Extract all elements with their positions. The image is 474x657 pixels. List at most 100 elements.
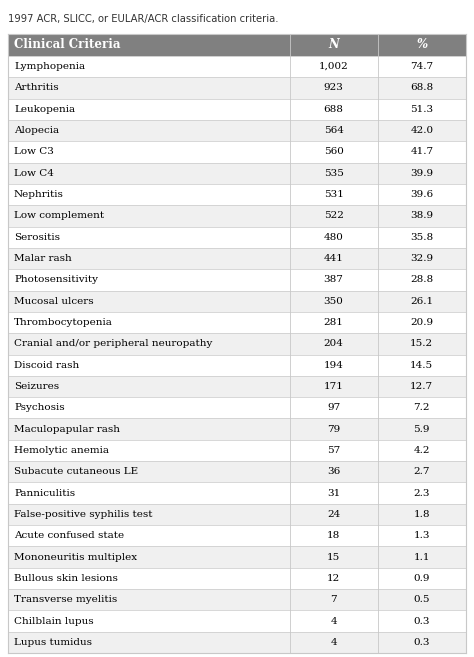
Text: 171: 171 bbox=[324, 382, 344, 391]
Text: Bullous skin lesions: Bullous skin lesions bbox=[14, 574, 118, 583]
Bar bbox=[378, 34, 466, 56]
Text: Alopecia: Alopecia bbox=[14, 126, 59, 135]
Bar bbox=[378, 547, 466, 568]
Text: 1.1: 1.1 bbox=[413, 553, 430, 562]
Bar bbox=[378, 355, 466, 376]
Bar bbox=[290, 568, 378, 589]
Text: 522: 522 bbox=[324, 212, 344, 220]
Text: 387: 387 bbox=[324, 275, 344, 284]
Bar bbox=[378, 312, 466, 333]
Bar bbox=[8, 504, 290, 525]
Bar bbox=[8, 99, 290, 120]
Bar bbox=[290, 397, 378, 419]
Bar bbox=[8, 397, 290, 419]
Bar bbox=[378, 610, 466, 631]
Bar bbox=[8, 269, 290, 290]
Text: 32.9: 32.9 bbox=[410, 254, 433, 263]
Text: Leukopenia: Leukopenia bbox=[14, 105, 75, 114]
Bar bbox=[378, 120, 466, 141]
Text: False-positive syphilis test: False-positive syphilis test bbox=[14, 510, 153, 519]
Bar bbox=[8, 78, 290, 99]
Text: 5.9: 5.9 bbox=[413, 424, 430, 434]
Text: 7.2: 7.2 bbox=[413, 403, 430, 413]
Bar bbox=[8, 547, 290, 568]
Bar bbox=[8, 312, 290, 333]
Text: Low complement: Low complement bbox=[14, 212, 104, 220]
Text: Serositis: Serositis bbox=[14, 233, 60, 242]
Text: 31: 31 bbox=[327, 489, 340, 497]
Text: Arthritis: Arthritis bbox=[14, 83, 59, 93]
Text: Mucosal ulcers: Mucosal ulcers bbox=[14, 297, 94, 306]
Text: 560: 560 bbox=[324, 147, 344, 156]
Text: 18: 18 bbox=[327, 532, 340, 540]
Bar bbox=[8, 120, 290, 141]
Bar bbox=[290, 227, 378, 248]
Bar bbox=[290, 184, 378, 205]
Bar bbox=[290, 355, 378, 376]
Bar bbox=[8, 248, 290, 269]
Bar bbox=[378, 56, 466, 78]
Text: Low C3: Low C3 bbox=[14, 147, 54, 156]
Text: Panniculitis: Panniculitis bbox=[14, 489, 75, 497]
Text: Subacute cutaneous LE: Subacute cutaneous LE bbox=[14, 467, 138, 476]
Text: Clinical Criteria: Clinical Criteria bbox=[14, 39, 120, 51]
Bar bbox=[290, 440, 378, 461]
Bar bbox=[290, 56, 378, 78]
Bar bbox=[8, 227, 290, 248]
Bar bbox=[290, 504, 378, 525]
Bar bbox=[290, 141, 378, 162]
Text: 51.3: 51.3 bbox=[410, 105, 433, 114]
Bar bbox=[378, 141, 466, 162]
Bar bbox=[8, 610, 290, 631]
Bar bbox=[8, 34, 290, 56]
Text: 531: 531 bbox=[324, 190, 344, 199]
Bar bbox=[378, 290, 466, 312]
Bar bbox=[378, 333, 466, 355]
Bar bbox=[290, 99, 378, 120]
Bar bbox=[8, 290, 290, 312]
Text: Chilblain lupus: Chilblain lupus bbox=[14, 616, 94, 625]
Text: 1.8: 1.8 bbox=[413, 510, 430, 519]
Bar bbox=[290, 34, 378, 56]
Text: 1,002: 1,002 bbox=[319, 62, 348, 71]
Bar bbox=[8, 141, 290, 162]
Text: Hemolytic anemia: Hemolytic anemia bbox=[14, 446, 109, 455]
Bar bbox=[378, 205, 466, 227]
Bar bbox=[378, 440, 466, 461]
Text: Transverse myelitis: Transverse myelitis bbox=[14, 595, 117, 604]
Text: N: N bbox=[328, 39, 339, 51]
Bar bbox=[290, 589, 378, 610]
Text: 28.8: 28.8 bbox=[410, 275, 433, 284]
Bar bbox=[378, 568, 466, 589]
Text: Malar rash: Malar rash bbox=[14, 254, 72, 263]
Bar bbox=[290, 419, 378, 440]
Text: Acute confused state: Acute confused state bbox=[14, 532, 124, 540]
Bar bbox=[378, 419, 466, 440]
Text: Nephritis: Nephritis bbox=[14, 190, 64, 199]
Text: 20.9: 20.9 bbox=[410, 318, 433, 327]
Bar bbox=[378, 631, 466, 653]
Text: 564: 564 bbox=[324, 126, 344, 135]
Bar bbox=[378, 482, 466, 504]
Bar bbox=[378, 461, 466, 482]
Text: 15: 15 bbox=[327, 553, 340, 562]
Text: 281: 281 bbox=[324, 318, 344, 327]
Bar bbox=[290, 631, 378, 653]
Bar bbox=[290, 205, 378, 227]
Text: 0.3: 0.3 bbox=[413, 616, 430, 625]
Bar bbox=[378, 184, 466, 205]
Bar bbox=[290, 312, 378, 333]
Bar bbox=[378, 227, 466, 248]
Bar bbox=[8, 184, 290, 205]
Bar bbox=[290, 78, 378, 99]
Bar bbox=[290, 248, 378, 269]
Text: 57: 57 bbox=[327, 446, 340, 455]
Text: 350: 350 bbox=[324, 297, 344, 306]
Text: 441: 441 bbox=[324, 254, 344, 263]
Bar bbox=[8, 482, 290, 504]
Text: 480: 480 bbox=[324, 233, 344, 242]
Text: 39.6: 39.6 bbox=[410, 190, 433, 199]
Bar bbox=[290, 610, 378, 631]
Text: 24: 24 bbox=[327, 510, 340, 519]
Bar bbox=[378, 376, 466, 397]
